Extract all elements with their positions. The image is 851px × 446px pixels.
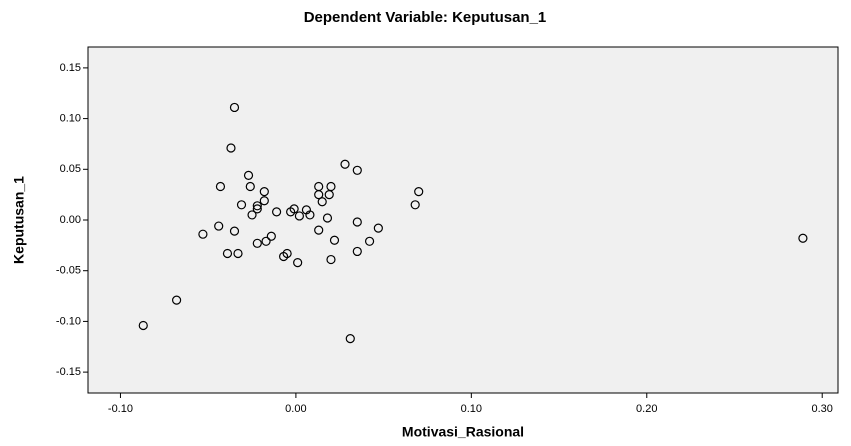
- y-axis-label: Keputusan_1: [11, 176, 27, 264]
- y-tick-label: -0.10: [56, 315, 81, 327]
- point: [414, 187, 424, 197]
- point: [198, 229, 208, 239]
- x-axis-label: Motivasi_Rasional: [402, 424, 524, 440]
- point: [329, 235, 340, 245]
- point: [229, 226, 240, 236]
- point: [305, 210, 315, 220]
- point: [317, 197, 327, 207]
- point: [294, 211, 305, 221]
- point: [352, 246, 362, 257]
- x-tick-label: -0.10: [108, 403, 133, 415]
- point: [340, 159, 350, 169]
- point: [293, 257, 303, 268]
- point: [259, 196, 269, 206]
- y-tick-label: -0.15: [56, 366, 81, 378]
- x-tick-label: 0.10: [461, 403, 482, 415]
- point: [352, 165, 362, 175]
- point: [252, 238, 262, 248]
- point: [226, 143, 236, 153]
- point: [266, 231, 276, 241]
- point: [326, 254, 336, 265]
- point: [214, 221, 224, 231]
- point: [314, 225, 324, 235]
- y-tick-label: 0.15: [60, 62, 81, 74]
- point: [261, 236, 271, 246]
- y-tick-label: -0.05: [56, 265, 81, 277]
- point: [271, 207, 282, 217]
- point: [326, 181, 336, 192]
- x-tick-label: 0.30: [811, 403, 832, 415]
- point: [138, 320, 148, 331]
- point: [233, 248, 243, 259]
- point: [236, 200, 247, 210]
- point: [279, 251, 289, 262]
- y-tick-label: 0.05: [60, 163, 81, 175]
- chart-title: Dependent Variable: Keputusan_1: [304, 9, 547, 26]
- point: [352, 217, 362, 227]
- point: [222, 248, 233, 259]
- point: [252, 201, 262, 211]
- point: [245, 181, 255, 192]
- point: [247, 210, 257, 220]
- plot-area: [87, 46, 839, 394]
- x-tick-label: 0.20: [636, 403, 657, 415]
- point: [259, 187, 269, 197]
- point: [373, 223, 383, 233]
- point: [215, 181, 226, 192]
- point: [322, 213, 333, 223]
- point: [252, 204, 262, 214]
- y-tick-label: 0.10: [60, 112, 81, 124]
- x-tick-label: 0.00: [285, 403, 306, 415]
- point: [314, 190, 324, 200]
- point: [345, 334, 355, 344]
- point: [289, 204, 299, 214]
- point: [798, 233, 808, 243]
- point: [410, 200, 420, 210]
- y-tick-label: 0.00: [60, 214, 81, 226]
- point: [171, 295, 182, 305]
- point: [243, 170, 254, 180]
- point: [364, 236, 375, 246]
- point: [229, 102, 240, 113]
